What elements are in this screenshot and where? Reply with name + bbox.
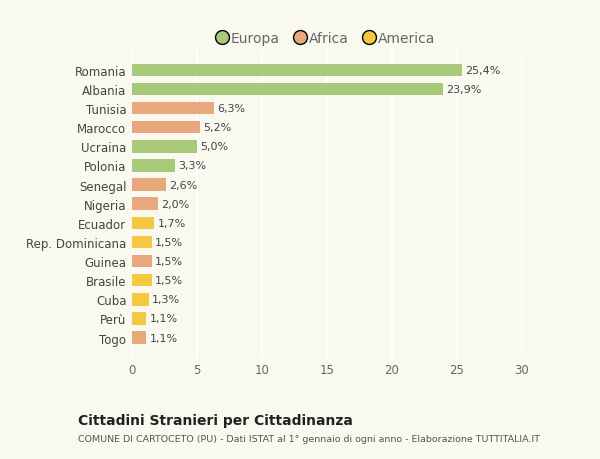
Bar xyxy=(132,64,462,77)
Text: 5,2%: 5,2% xyxy=(203,123,231,133)
Text: 1,1%: 1,1% xyxy=(149,333,178,343)
Bar xyxy=(132,84,443,96)
Text: 6,3%: 6,3% xyxy=(217,104,245,114)
Bar xyxy=(132,198,158,211)
Bar xyxy=(132,293,149,306)
Text: 23,9%: 23,9% xyxy=(446,85,481,95)
Bar xyxy=(132,179,166,191)
Bar xyxy=(132,122,200,134)
Text: 3,3%: 3,3% xyxy=(178,161,206,171)
Text: 1,3%: 1,3% xyxy=(152,295,180,305)
Legend: Europa, Africa, America: Europa, Africa, America xyxy=(213,27,441,52)
Text: 1,1%: 1,1% xyxy=(149,314,178,324)
Text: 1,5%: 1,5% xyxy=(155,237,183,247)
Text: 1,7%: 1,7% xyxy=(157,218,185,228)
Bar xyxy=(132,141,197,153)
Text: 5,0%: 5,0% xyxy=(200,142,229,152)
Text: Cittadini Stranieri per Cittadinanza: Cittadini Stranieri per Cittadinanza xyxy=(78,413,353,427)
Text: 2,6%: 2,6% xyxy=(169,180,197,190)
Bar xyxy=(132,217,154,230)
Text: 1,5%: 1,5% xyxy=(155,275,183,285)
Bar xyxy=(132,332,146,344)
Bar xyxy=(132,255,151,268)
Bar xyxy=(132,236,151,249)
Text: 2,0%: 2,0% xyxy=(161,199,190,209)
Bar xyxy=(132,103,214,115)
Bar xyxy=(132,160,175,172)
Text: COMUNE DI CARTOCETO (PU) - Dati ISTAT al 1° gennaio di ogni anno - Elaborazione : COMUNE DI CARTOCETO (PU) - Dati ISTAT al… xyxy=(78,434,540,443)
Bar xyxy=(132,313,146,325)
Bar xyxy=(132,274,151,287)
Text: 1,5%: 1,5% xyxy=(155,257,183,267)
Text: 25,4%: 25,4% xyxy=(466,66,501,76)
